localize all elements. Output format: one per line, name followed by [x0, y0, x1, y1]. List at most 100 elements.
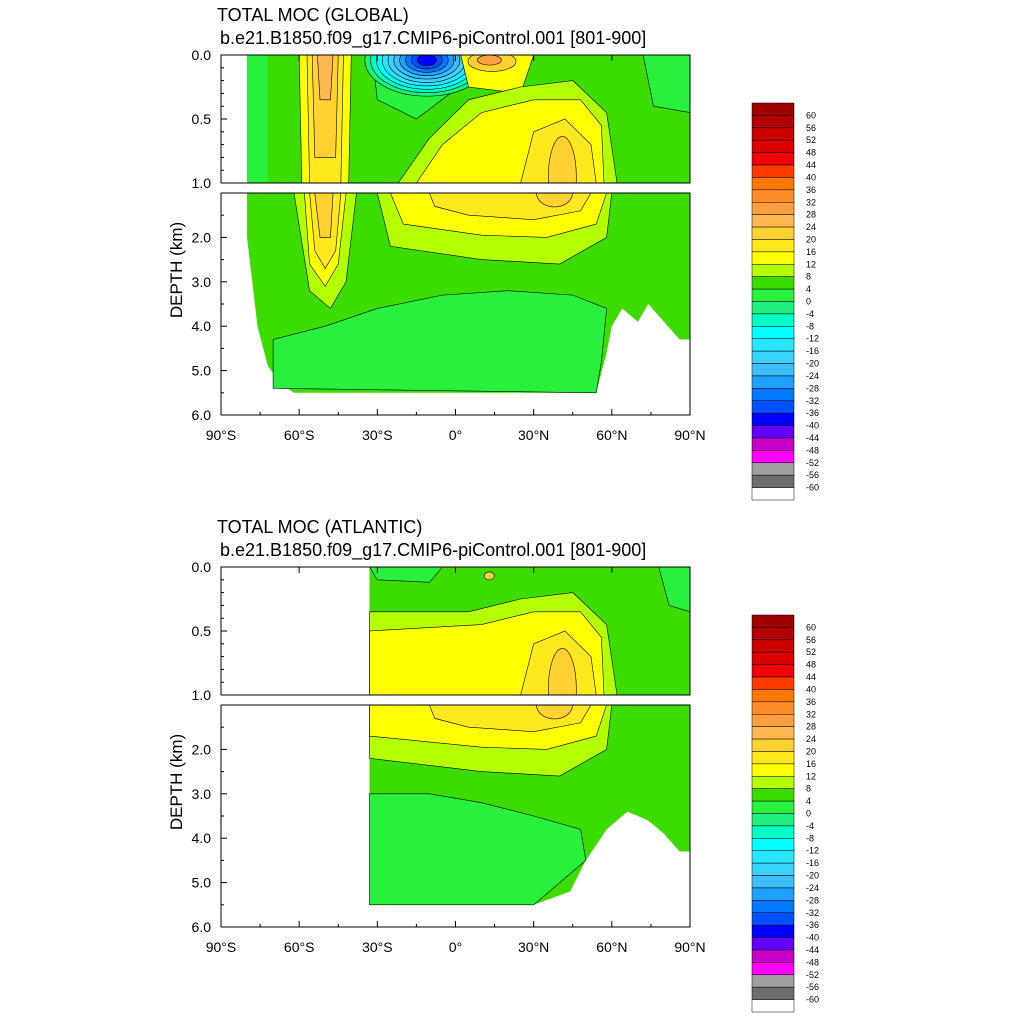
x-tick-label: 60°N — [596, 939, 627, 955]
y-tick-label: 0.5 — [192, 623, 212, 639]
colorbar-swatch — [751, 838, 795, 851]
colorbar-swatch — [751, 214, 795, 228]
atlantic-panel: TOTAL MOC (ATLANTIC) b.e21.B1850.f09_g17.… — [167, 517, 819, 1013]
colorbar-label: 20 — [806, 234, 816, 244]
colorbar-label: -48 — [806, 957, 819, 967]
x-tick-label: 30°S — [362, 939, 393, 955]
chart-title: TOTAL MOC (ATLANTIC) — [217, 517, 422, 537]
colorbar-label: -16 — [806, 858, 819, 868]
colorbar-label: 28 — [806, 210, 816, 220]
y-axis-label: DEPTH (km) — [167, 734, 186, 830]
colorbar-label: -52 — [806, 458, 819, 468]
colorbar-label: 52 — [806, 647, 816, 657]
colorbar-label: -12 — [806, 334, 819, 344]
colorbar-label: 0 — [806, 809, 811, 819]
colorbar-label: -36 — [806, 920, 819, 930]
colorbar-swatch — [751, 763, 795, 777]
x-tick-label: 30°N — [518, 939, 549, 955]
colorbar-swatch — [751, 412, 795, 426]
colorbar-swatch — [751, 264, 795, 277]
colorbar-swatch — [751, 313, 795, 327]
colorbar-label: -48 — [806, 445, 819, 455]
chart-title: TOTAL MOC (GLOBAL) — [217, 5, 409, 25]
colorbar-label: 56 — [806, 635, 816, 645]
colorbar-swatch — [751, 726, 795, 740]
y-tick-label: 4.0 — [192, 830, 212, 846]
colorbar-label: 44 — [806, 672, 816, 682]
colorbar-label: 36 — [806, 697, 816, 707]
colorbar-swatch — [751, 363, 795, 377]
y-tick-label: 1.0 — [192, 175, 212, 191]
colorbar-label: -8 — [806, 833, 814, 843]
colorbar-swatch — [751, 462, 795, 476]
colorbar-swatch — [751, 350, 795, 364]
colorbar-label: -32 — [806, 396, 819, 406]
colorbar-label: -60 — [806, 995, 819, 1005]
colorbar-label: 0 — [806, 297, 811, 307]
colorbar-swatch — [751, 850, 795, 864]
colorbar-swatch — [751, 689, 795, 703]
colorbar-label: 48 — [806, 660, 816, 670]
colorbar-label: 20 — [806, 746, 816, 756]
colorbar-label: 24 — [806, 734, 816, 744]
x-tick-label: 0° — [449, 427, 462, 443]
colorbar-label: -4 — [806, 309, 814, 319]
colorbar-swatch — [751, 375, 795, 389]
y-tick-label: 3.0 — [192, 274, 212, 290]
colorbar-swatch — [751, 813, 795, 827]
colorbar-swatch — [751, 326, 795, 339]
y-tick-label: 5.0 — [192, 875, 212, 891]
colorbar-swatch — [751, 701, 795, 715]
colorbar-swatch — [751, 614, 795, 628]
colorbar-swatch — [751, 651, 795, 665]
colorbar-swatch — [751, 751, 795, 765]
field-band — [536, 705, 573, 720]
colorbar-label: 4 — [806, 284, 811, 294]
field-band — [369, 793, 587, 906]
colorbar-swatch — [751, 999, 795, 1013]
colorbar-swatch — [751, 226, 795, 240]
x-tick-label: 60°S — [284, 939, 315, 955]
colorbar-label: 8 — [806, 784, 811, 794]
colorbar-swatch — [751, 239, 795, 253]
colorbar-label: 40 — [806, 684, 816, 694]
colorbar-label: -12 — [806, 846, 819, 856]
field-band — [369, 567, 443, 583]
colorbar-label: 8 — [806, 272, 811, 282]
colorbar-swatch — [751, 627, 795, 641]
y-tick-label: 2.0 — [192, 229, 212, 245]
y-tick-label: 1.0 — [192, 687, 212, 703]
colorbar-swatch — [751, 664, 795, 678]
colorbar-swatch — [751, 487, 795, 501]
colorbar-label: -16 — [806, 346, 819, 356]
colorbar-swatch — [751, 474, 795, 488]
colorbar-label: -8 — [806, 321, 814, 331]
colorbar-label: 36 — [806, 185, 816, 195]
y-tick-label: 2.0 — [192, 741, 212, 757]
colorbar-swatch — [751, 800, 795, 814]
axes: 0.0 0.5 1.0 2.0 3.0 4.0 5.0 6.0 90°S 60°S 30°S 0° 30… — [167, 47, 706, 443]
colorbar-swatch — [751, 400, 795, 414]
lower-field — [369, 705, 690, 906]
lower-field — [247, 193, 690, 394]
colorbar-swatch — [751, 338, 795, 352]
colorbar-swatch — [751, 189, 795, 203]
colorbar-swatch — [751, 676, 795, 690]
colorbar-swatch — [751, 862, 795, 876]
colorbar-label: -28 — [806, 895, 819, 905]
colorbar-label: -24 — [806, 371, 819, 381]
colorbar-label: 52 — [806, 135, 816, 145]
colorbar-swatch — [751, 962, 795, 976]
field-band — [548, 648, 577, 695]
field-band — [477, 55, 502, 66]
colorbar-swatch — [751, 776, 795, 789]
colorbar-swatch — [751, 177, 795, 191]
colorbar-swatch — [751, 875, 795, 889]
colorbar-swatch — [751, 788, 795, 802]
colorbar-swatch — [751, 251, 795, 265]
field-band — [416, 55, 437, 66]
colorbar-swatch — [751, 276, 795, 290]
colorbar-swatch — [751, 937, 795, 951]
field-band — [247, 55, 268, 183]
field-band — [536, 193, 573, 208]
